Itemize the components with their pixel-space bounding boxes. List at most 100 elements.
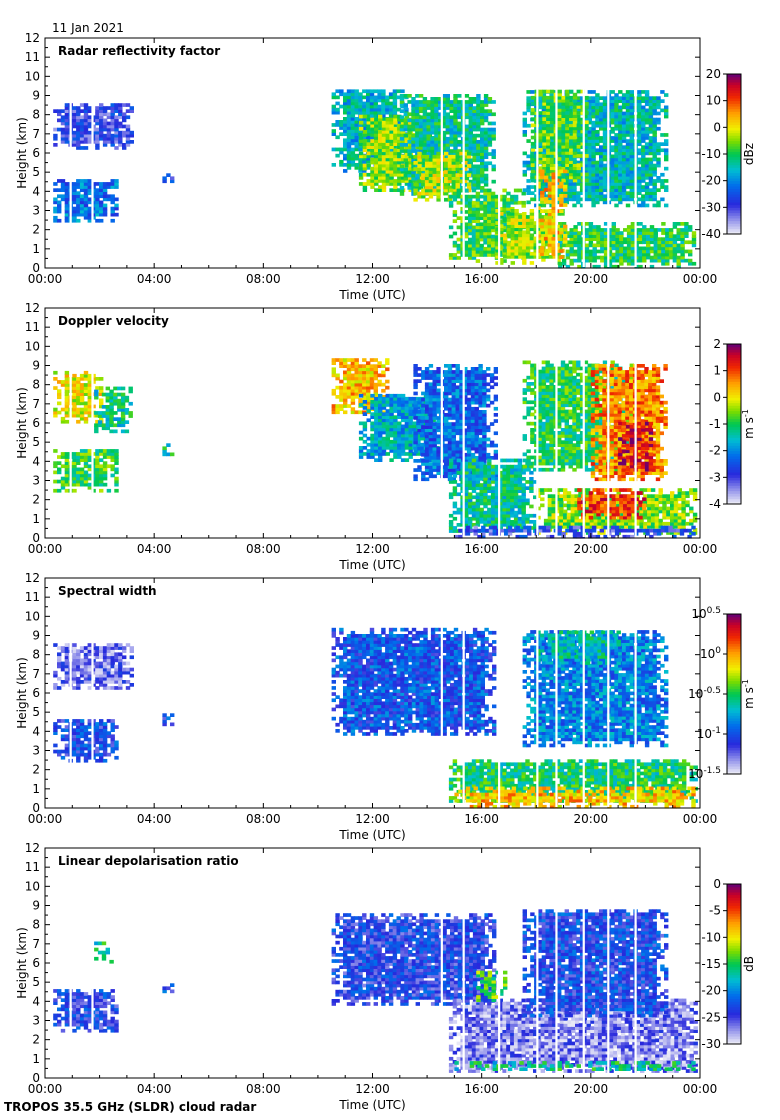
data-cell bbox=[399, 149, 405, 153]
data-cell bbox=[565, 89, 570, 94]
date-label: 11 Jan 2021 bbox=[52, 21, 124, 35]
data-cell bbox=[529, 212, 535, 216]
data-cell bbox=[444, 164, 449, 168]
data-cell bbox=[378, 123, 383, 128]
data-cell bbox=[91, 206, 96, 211]
data-cell bbox=[568, 197, 573, 202]
data-cell bbox=[526, 185, 531, 189]
data-cell bbox=[595, 133, 600, 137]
data-cell bbox=[358, 136, 364, 140]
data-cell bbox=[576, 99, 581, 103]
data-cell bbox=[79, 206, 85, 211]
data-cell bbox=[602, 188, 608, 192]
data-cell bbox=[60, 121, 66, 126]
data-cell bbox=[483, 155, 489, 159]
data-cell bbox=[57, 209, 62, 214]
data-cell bbox=[79, 182, 85, 186]
data-cell bbox=[87, 209, 92, 214]
data-cell bbox=[444, 176, 449, 181]
data-cell bbox=[526, 102, 531, 107]
data-cell bbox=[378, 151, 383, 156]
data-cell bbox=[110, 115, 115, 120]
data-cell bbox=[445, 143, 450, 147]
data-cell bbox=[87, 218, 92, 223]
data-cell bbox=[664, 185, 669, 189]
data-cell bbox=[464, 103, 470, 107]
data-cell bbox=[400, 169, 406, 174]
data-cell bbox=[79, 103, 85, 107]
data-cell bbox=[522, 117, 527, 122]
data-cell bbox=[436, 158, 441, 162]
data-cell bbox=[510, 261, 515, 265]
data-cell bbox=[424, 179, 430, 184]
data-cell bbox=[374, 148, 379, 153]
data-cell bbox=[102, 136, 108, 141]
data-cell bbox=[618, 200, 623, 205]
data-cell bbox=[397, 157, 402, 162]
data-cell bbox=[614, 142, 619, 146]
data-cell bbox=[529, 218, 535, 222]
data-cell bbox=[522, 188, 527, 192]
data-cell bbox=[513, 188, 519, 193]
data-cell bbox=[664, 139, 669, 143]
data-cell bbox=[396, 95, 401, 100]
data-cell bbox=[587, 185, 592, 189]
data-cell bbox=[346, 98, 352, 103]
data-cell bbox=[468, 216, 473, 220]
data-cell bbox=[358, 144, 363, 149]
data-cell bbox=[428, 161, 434, 165]
data-cell bbox=[517, 188, 523, 193]
data-cell bbox=[91, 200, 96, 205]
data-cell bbox=[591, 126, 596, 131]
data-cell bbox=[418, 106, 424, 110]
data-cell bbox=[480, 167, 485, 172]
data-cell bbox=[576, 144, 581, 149]
data-cell bbox=[490, 210, 496, 214]
data-cell bbox=[525, 227, 531, 232]
data-cell bbox=[533, 251, 538, 256]
data-cell bbox=[76, 121, 81, 126]
data-cell bbox=[346, 135, 352, 140]
data-cell bbox=[76, 179, 81, 183]
data-cell bbox=[614, 197, 619, 202]
data-cell bbox=[76, 136, 81, 141]
data-cell bbox=[415, 140, 420, 144]
data-cell bbox=[64, 109, 70, 113]
data-cell bbox=[76, 106, 81, 110]
data-cell bbox=[343, 169, 348, 173]
data-cell bbox=[557, 188, 562, 192]
data-cell bbox=[595, 105, 600, 110]
data-cell bbox=[502, 216, 507, 220]
data-cell bbox=[530, 135, 536, 140]
data-cell bbox=[487, 136, 493, 141]
data-cell bbox=[565, 175, 570, 180]
data-cell bbox=[568, 133, 573, 137]
data-cell bbox=[99, 182, 104, 186]
data-cell bbox=[441, 103, 447, 107]
data-cell bbox=[510, 221, 515, 225]
data-cell bbox=[602, 185, 608, 189]
data-cell bbox=[569, 135, 574, 140]
data-cell bbox=[487, 225, 492, 230]
data-cell bbox=[599, 157, 604, 162]
data-cell bbox=[457, 106, 462, 110]
data-cell bbox=[415, 149, 420, 153]
data-cell bbox=[64, 115, 70, 120]
data-cell bbox=[576, 114, 581, 119]
data-cell bbox=[468, 115, 473, 120]
data-cell bbox=[83, 121, 89, 126]
data-cell bbox=[393, 148, 398, 153]
data-cell bbox=[583, 136, 589, 140]
data-cell bbox=[610, 120, 615, 125]
data-cell bbox=[83, 197, 89, 202]
data-cell bbox=[389, 166, 394, 171]
data-cell bbox=[354, 110, 359, 115]
data-cell bbox=[533, 242, 538, 247]
data-cell bbox=[374, 133, 379, 137]
data-cell bbox=[483, 97, 489, 101]
data-cell bbox=[537, 227, 542, 232]
data-cell bbox=[602, 163, 608, 168]
data-cell bbox=[76, 467, 81, 472]
data-cell bbox=[610, 169, 615, 174]
data-cell bbox=[53, 479, 58, 484]
